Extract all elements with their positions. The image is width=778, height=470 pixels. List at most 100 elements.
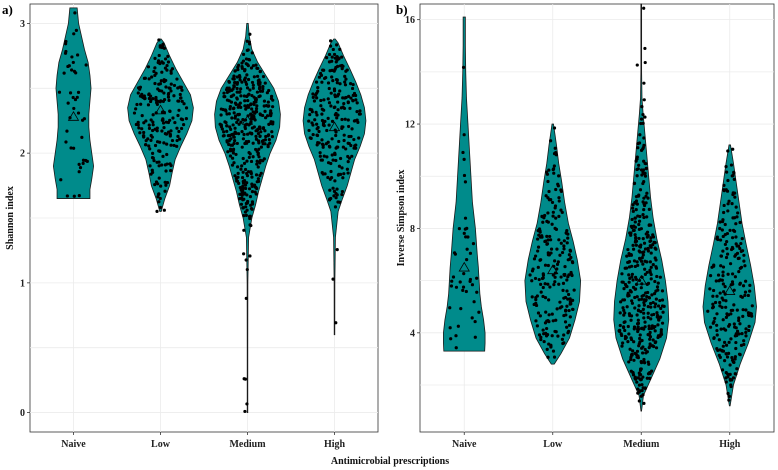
data-point <box>740 332 744 336</box>
data-point <box>335 248 339 252</box>
data-point <box>242 214 246 218</box>
data-point <box>733 191 737 195</box>
data-point <box>247 57 251 62</box>
data-point <box>541 294 545 299</box>
data-point <box>160 118 164 122</box>
data-point <box>530 295 534 299</box>
data-point <box>647 362 651 366</box>
data-point <box>177 108 181 112</box>
data-point <box>254 173 259 177</box>
data-point <box>633 225 638 229</box>
data-point <box>722 188 726 192</box>
data-point <box>541 285 545 290</box>
data-point <box>338 200 342 204</box>
data-point <box>270 130 274 134</box>
data-point <box>725 247 729 251</box>
data-point <box>241 52 246 56</box>
data-point <box>568 297 572 301</box>
data-point <box>647 333 652 337</box>
data-point <box>731 282 735 286</box>
data-point <box>641 121 645 125</box>
data-point <box>143 76 147 80</box>
data-point <box>242 180 246 184</box>
data-point <box>264 116 268 120</box>
data-point <box>653 305 657 309</box>
data-point <box>78 166 83 170</box>
data-point <box>82 117 87 121</box>
data-point <box>623 282 628 287</box>
data-point <box>643 267 647 271</box>
data-point <box>149 133 153 138</box>
data-point <box>336 113 340 117</box>
data-point <box>64 42 68 46</box>
y-tick-label: 4 <box>410 328 415 339</box>
data-point <box>164 183 168 187</box>
data-point <box>567 273 571 277</box>
data-point <box>175 77 179 81</box>
data-point <box>243 69 247 73</box>
data-point <box>637 249 641 253</box>
data-point <box>559 241 563 245</box>
data-point <box>634 208 638 212</box>
data-point <box>463 180 468 184</box>
data-point <box>346 141 350 145</box>
data-point <box>626 340 630 344</box>
data-point <box>228 147 233 151</box>
data-point <box>567 292 571 297</box>
data-point <box>235 120 239 125</box>
data-point <box>734 205 738 209</box>
data-point <box>354 98 358 102</box>
data-point <box>254 134 258 138</box>
data-point <box>308 113 312 117</box>
data-point <box>330 137 334 141</box>
data-point <box>245 39 249 43</box>
data-point <box>731 360 735 364</box>
data-point <box>322 154 326 158</box>
data-point <box>560 337 565 341</box>
data-point <box>630 217 634 222</box>
data-point <box>327 101 332 105</box>
data-point <box>240 145 244 149</box>
data-point <box>157 53 161 58</box>
data-point <box>734 222 738 226</box>
data-point <box>335 116 339 120</box>
data-point <box>540 234 544 238</box>
data-point <box>355 101 359 105</box>
data-point <box>326 175 330 180</box>
data-point <box>546 211 550 215</box>
data-point <box>635 380 639 384</box>
data-point <box>240 164 244 168</box>
data-point <box>738 352 742 357</box>
data-point <box>530 279 534 283</box>
data-point <box>734 253 738 257</box>
data-point <box>569 302 573 306</box>
data-point <box>553 280 557 284</box>
data-point <box>162 91 166 95</box>
data-point <box>724 371 728 375</box>
data-point <box>656 323 660 327</box>
data-point <box>630 272 635 276</box>
data-point <box>261 138 265 143</box>
y-tick-label: 0 <box>20 408 25 419</box>
data-point <box>267 122 271 126</box>
data-point <box>643 60 647 65</box>
data-point <box>649 272 653 277</box>
y-tick-label: 12 <box>405 120 415 131</box>
data-point <box>641 112 645 117</box>
data-point <box>233 174 237 178</box>
data-point <box>721 249 725 253</box>
data-point <box>239 87 243 91</box>
data-point <box>351 98 355 103</box>
data-point <box>642 196 646 200</box>
data-point <box>737 316 741 320</box>
data-point <box>638 333 642 337</box>
data-point <box>537 227 542 231</box>
data-point <box>326 97 330 101</box>
data-point <box>458 280 462 284</box>
data-point <box>59 178 63 182</box>
data-point <box>661 310 665 314</box>
data-point <box>557 174 561 178</box>
data-point <box>162 78 166 82</box>
data-point <box>648 376 652 380</box>
